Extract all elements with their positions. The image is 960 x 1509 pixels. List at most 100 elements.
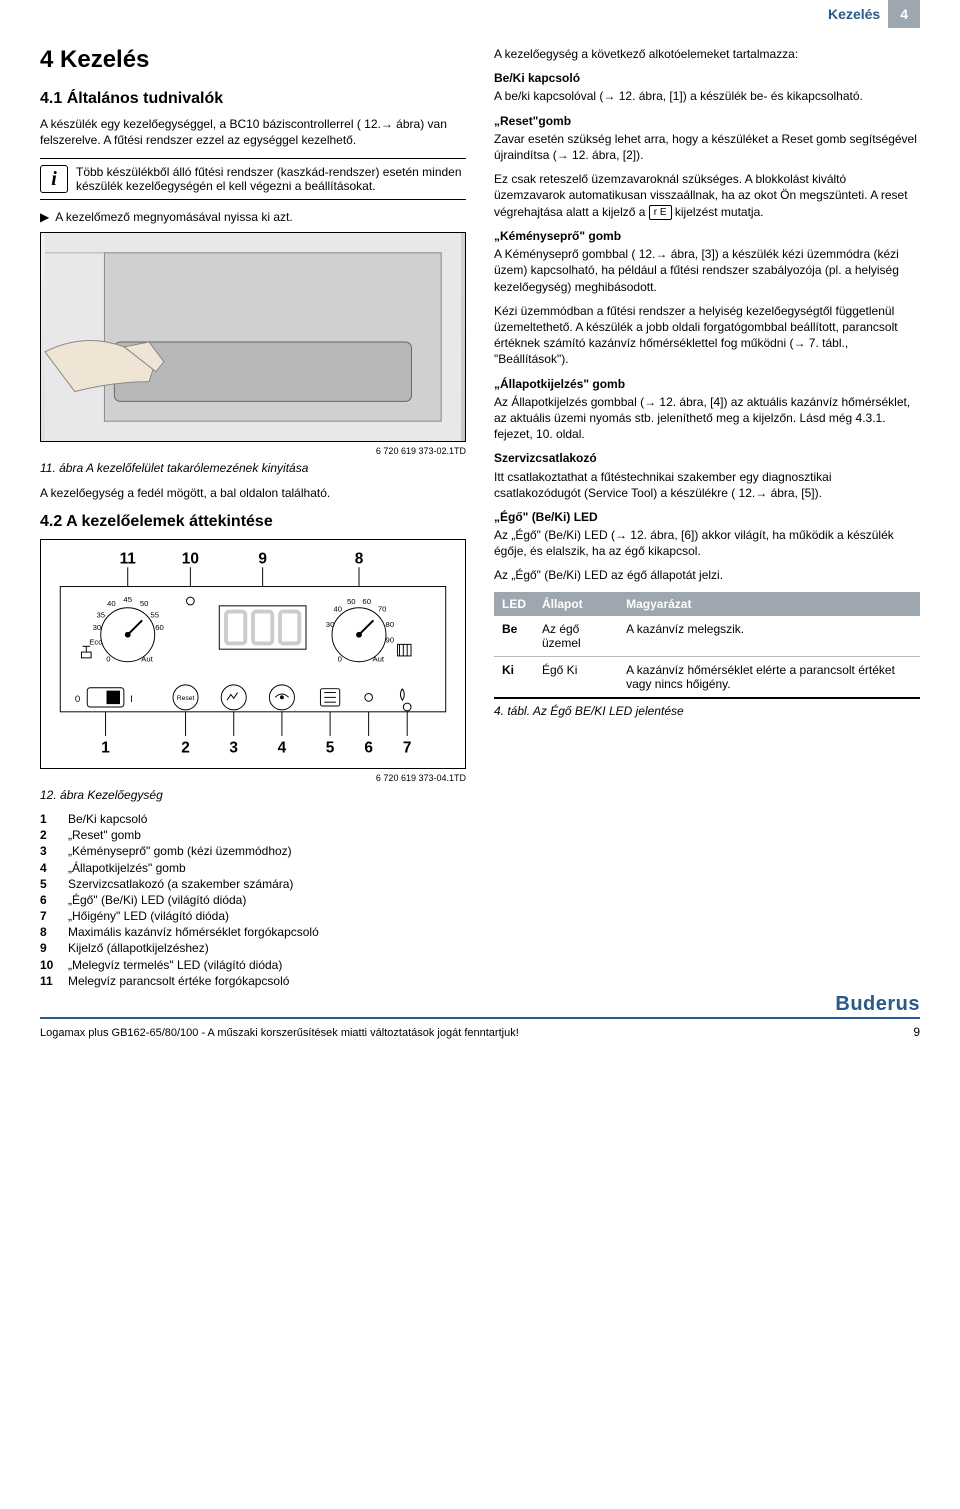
legend-item: 8 Maximális kazánvíz hőmérséklet forgókap… [40, 924, 466, 940]
right-intro: A kezelőegység a következő alkotóelemeke… [494, 46, 920, 62]
kemeny-p2: Kézi üzemmódban a fűtési rendszer a hely… [494, 303, 920, 368]
svg-text:0: 0 [106, 654, 110, 663]
ego-h: „Égő" (Be/Ki) LED [494, 509, 920, 525]
led-table: LED Állapot Magyarázat BeAz égő üzemelA … [494, 592, 920, 699]
legend-text: „Hőigény" LED (világító dióda) [68, 908, 229, 924]
legend-num: 6 [40, 892, 58, 908]
table-row: KiÉgő KiA kazánvíz hőmérséklet elérte a … [494, 656, 920, 698]
allapot-h: „Állapotkijelzés" gomb [494, 376, 920, 392]
svg-text:Eco: Eco [89, 637, 102, 646]
legend-num: 10 [40, 957, 58, 973]
svg-text:0: 0 [338, 654, 342, 663]
cell-led: Be [494, 616, 534, 657]
legend-text: „Égő" (Be/Ki) LED (világító dióda) [68, 892, 246, 908]
fig11-caption: 11. ábra A kezelőfelület takarólemezének… [40, 460, 466, 476]
display-code-icon: r E [649, 205, 672, 221]
th-led: LED [494, 592, 534, 616]
s42-title: 4.2 A kezelőelemek áttekintése [40, 513, 466, 531]
cell-mag: A kazánvíz melegszik. [618, 616, 920, 657]
legend-text: Kijelző (állapotkijelzéshez) [68, 940, 209, 956]
info-icon: i [40, 165, 68, 193]
s41-title: 4.1 Általános tudnivalók [40, 90, 466, 108]
beki-p: A be/ki kapcsolóval (→ 12. ábra, [1]) a … [494, 88, 920, 104]
legend-item: 1Be/Ki kapcsoló [40, 811, 466, 827]
reset-p1: Zavar esetén szükség lehet arra, hogy a … [494, 131, 920, 163]
legend-num: 11 [40, 973, 58, 989]
bullet-text: A kezelőmező megnyomásával nyissa ki azt… [55, 210, 292, 224]
svg-text:8: 8 [355, 550, 364, 567]
legend-num: 7 [40, 908, 58, 924]
kemeny-h: „Kéményseprő" gomb [494, 228, 920, 244]
svg-text:Aut: Aut [372, 654, 384, 663]
legend-item: 10 „Melegvíz termelés" LED (világító diód… [40, 957, 466, 973]
legend-text: „Reset" gomb [68, 827, 141, 843]
kemeny-p1: A Kéményseprő gombbal ( 12.→ ábra, [3]) … [494, 246, 920, 295]
svg-text:50: 50 [140, 599, 149, 608]
svg-text:Aut: Aut [141, 654, 153, 663]
right-column: A kezelőegység a következő alkotóelemeke… [494, 46, 920, 989]
footer: Buderus Logamax plus GB162-65/80/100 - A… [40, 1017, 920, 1039]
info-text: Több készülékből álló fűtési rendszer (k… [76, 165, 466, 193]
legend-text: „Kéményseprő" gomb (kézi üzemmódhoz) [68, 843, 292, 859]
svg-text:60: 60 [155, 623, 164, 632]
legend-num: 9 [40, 940, 58, 956]
th-mag: Magyarázat [618, 592, 920, 616]
svg-text:5: 5 [326, 739, 335, 756]
legend-num: 1 [40, 811, 58, 827]
svg-text:0: 0 [75, 694, 80, 705]
legend-text: Szervizcsatlakozó (a szakember számára) [68, 876, 293, 892]
fig12-code: 6 720 619 373-04.1TD [40, 773, 466, 783]
ego-p2: Az „Égő" (Be/Ki) LED az égő állapotát je… [494, 567, 920, 583]
legend-item: 7 „Hőigény" LED (világító dióda) [40, 908, 466, 924]
svg-text:7: 7 [403, 739, 412, 756]
svg-text:9: 9 [258, 550, 267, 567]
legend-num: 5 [40, 876, 58, 892]
legend-text: „Állapotkijelzés" gomb [68, 860, 186, 876]
page-number: 9 [913, 1025, 920, 1039]
s41-p1: A készülék egy kezelőegységgel, a BC10 b… [40, 116, 466, 148]
th-allapot: Állapot [534, 592, 618, 616]
svg-text:30: 30 [93, 623, 102, 632]
legend-item: 5 Szervizcsatlakozó (a szakember számára) [40, 876, 466, 892]
fig11-after: A kezelőegység a fedél mögött, a bal old… [40, 485, 466, 501]
legend-num: 2 [40, 827, 58, 843]
figure-11 [40, 232, 466, 442]
svg-text:60: 60 [362, 597, 371, 606]
table-row: BeAz égő üzemelA kazánvíz melegszik. [494, 616, 920, 657]
header-label: Kezelés [828, 6, 880, 22]
svg-text:70: 70 [378, 604, 387, 613]
fig11-code: 6 720 619 373-02.1TD [40, 446, 466, 456]
led-tbody: BeAz égő üzemelA kazánvíz melegszik.KiÉg… [494, 616, 920, 698]
bullet-1: ▶ A kezelőmező megnyomásával nyissa ki a… [40, 210, 466, 224]
header-chapter-num: 4 [888, 0, 920, 28]
legend-list: 1Be/Ki kapcsoló2„Reset" gomb3„Kéménysepr… [40, 811, 466, 989]
header-tab: Kezelés 4 [40, 0, 920, 28]
svg-text:3: 3 [229, 739, 238, 756]
cell-led: Ki [494, 656, 534, 698]
svg-text:Reset: Reset [177, 695, 195, 702]
reset-h: „Reset"gomb [494, 113, 920, 129]
svg-text:40: 40 [334, 604, 343, 613]
info-box: i Több készülékből álló fűtési rendszer … [40, 158, 466, 200]
svg-text:2: 2 [181, 739, 190, 756]
cell-allapot: Az égő üzemel [534, 616, 618, 657]
svg-text:40: 40 [107, 599, 116, 608]
legend-text: Maximális kazánvíz hőmérséklet forgókapc… [68, 924, 319, 940]
allapot-p: Az Állapotkijelzés gombbal (→ 12. ábra, … [494, 394, 920, 443]
legend-text: „Melegvíz termelés" LED (világító dióda) [68, 957, 282, 973]
svg-text:50: 50 [347, 597, 356, 606]
cell-allapot: Égő Ki [534, 656, 618, 698]
legend-item: 11Melegvíz parancsolt értéke forgókapcso… [40, 973, 466, 989]
svg-text:90: 90 [386, 635, 395, 644]
svg-text:1: 1 [101, 739, 110, 756]
svg-text:80: 80 [386, 620, 395, 629]
legend-num: 8 [40, 924, 58, 940]
legend-item: 4„Állapotkijelzés" gomb [40, 860, 466, 876]
h1: 4 Kezelés [40, 46, 466, 74]
left-column: 4 Kezelés 4.1 Általános tudnivalók A kés… [40, 46, 466, 989]
svg-text:11: 11 [120, 550, 137, 567]
svg-text:45: 45 [123, 595, 132, 604]
fig12-caption: 12. ábra Kezelőegység [40, 787, 466, 803]
svg-text:I: I [130, 694, 133, 705]
legend-item: 9 Kijelző (állapotkijelzéshez) [40, 940, 466, 956]
